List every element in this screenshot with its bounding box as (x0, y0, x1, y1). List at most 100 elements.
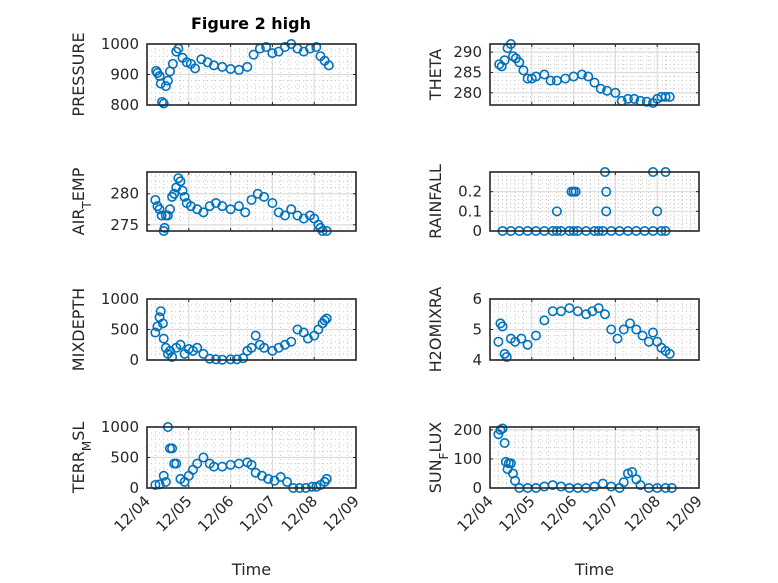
data-point (233, 201, 244, 212)
data-point (323, 60, 334, 71)
y-tick-label: 285 (453, 63, 482, 81)
y-axis-label: H2OMIXRA (426, 287, 445, 373)
data-point (162, 210, 173, 221)
data-point (593, 303, 604, 314)
subplot-air-temp: 275 280 AIRTEMP (69, 167, 357, 237)
data-point (518, 65, 529, 76)
data-point (233, 64, 244, 75)
data-point (618, 477, 629, 488)
y-tick-label: 800 (110, 96, 139, 114)
y-tick-label: 5 (472, 321, 482, 339)
data-point (150, 327, 161, 338)
data-point (539, 315, 550, 326)
data-point (664, 348, 675, 359)
data-point (625, 318, 636, 329)
data-point (150, 194, 161, 205)
data-point (545, 75, 556, 86)
data-point (583, 71, 594, 82)
data-point (261, 42, 272, 53)
data-point (192, 342, 203, 353)
y-tick-label: 1000 (101, 35, 139, 53)
data-point (601, 186, 612, 197)
data-point (660, 91, 671, 102)
data-point (495, 424, 506, 435)
data-point (648, 327, 659, 338)
data-point (601, 206, 612, 217)
data-point (635, 480, 646, 491)
y-tick-label: 0 (472, 479, 482, 497)
y-tick-label: 280 (453, 84, 482, 102)
data-point (190, 63, 201, 74)
axes-box (489, 426, 700, 489)
data-point (198, 207, 209, 218)
data-point (610, 87, 621, 98)
subplot-sun-flux: 0 100 200SUNFLUX12/0412/0512/0612/0712/081… (426, 421, 706, 579)
data-point (497, 423, 508, 434)
data-point (618, 324, 629, 335)
data-point (510, 475, 521, 486)
y-tick-label: 1000 (101, 290, 139, 308)
y-tick-label: 900 (110, 66, 139, 84)
data-point (158, 333, 169, 344)
data-point (275, 472, 286, 483)
data-point (175, 176, 186, 187)
y-tick-label: 0.1 (458, 202, 482, 220)
y-tick-label: 275 (110, 216, 139, 234)
x-tick-label: 12/08 (621, 492, 664, 535)
y-axis-label: MIXDEPTH (69, 288, 88, 371)
data-point (606, 324, 617, 335)
data-point (238, 353, 249, 364)
subplot-terr-msl: 0 500 1000 TERRMSL 12/0412/0512/0612/0712/08… (69, 418, 363, 579)
data-point (157, 96, 168, 107)
data-point (154, 204, 165, 215)
y-tick-label: 0.2 (458, 183, 482, 201)
data-point (631, 324, 642, 335)
y-tick-label: 290 (453, 43, 482, 61)
data-point (225, 204, 236, 215)
data-point (572, 306, 583, 317)
data-point (286, 204, 297, 215)
data-point (505, 458, 516, 469)
axes-box (146, 171, 357, 232)
data-point (664, 91, 675, 102)
data-point (259, 342, 270, 353)
x-tick-label: 12/07 (579, 492, 622, 535)
x-tick-label: 12/07 (236, 492, 279, 535)
data-point (177, 185, 188, 196)
data-point (595, 83, 606, 94)
data-point (155, 306, 166, 317)
data-point (192, 458, 203, 469)
y-tick-label: 1000 (101, 418, 139, 436)
data-point (267, 48, 278, 59)
y-tick-label: 500 (110, 321, 139, 339)
data-point (246, 194, 257, 205)
data-point (499, 55, 510, 66)
data-point (564, 303, 575, 314)
data-point (629, 93, 640, 104)
y-tick-label: 100 (453, 450, 482, 468)
data-point (286, 336, 297, 347)
data-point (589, 77, 600, 88)
data-point (162, 75, 173, 86)
data-point (516, 333, 527, 344)
plot-area (490, 427, 699, 488)
y-axis-label: RAINFALL (426, 164, 445, 239)
y-axis-label: AIRTEMP (69, 167, 94, 235)
data-point (204, 353, 215, 364)
data-point (499, 437, 510, 448)
figure-title: Figure 2 high (191, 14, 311, 33)
data-point (570, 186, 581, 197)
data-point (167, 443, 178, 454)
data-point (556, 306, 567, 317)
data-point (158, 470, 169, 481)
y-axis-label: TERRMSL (69, 422, 94, 495)
data-point (259, 191, 270, 202)
axes-box (489, 43, 700, 106)
x-axis-label: Time (231, 560, 271, 579)
x-tick-label: 12/09 (663, 492, 706, 535)
data-point (167, 58, 178, 69)
data-point (160, 476, 171, 487)
axes-box (489, 171, 700, 232)
